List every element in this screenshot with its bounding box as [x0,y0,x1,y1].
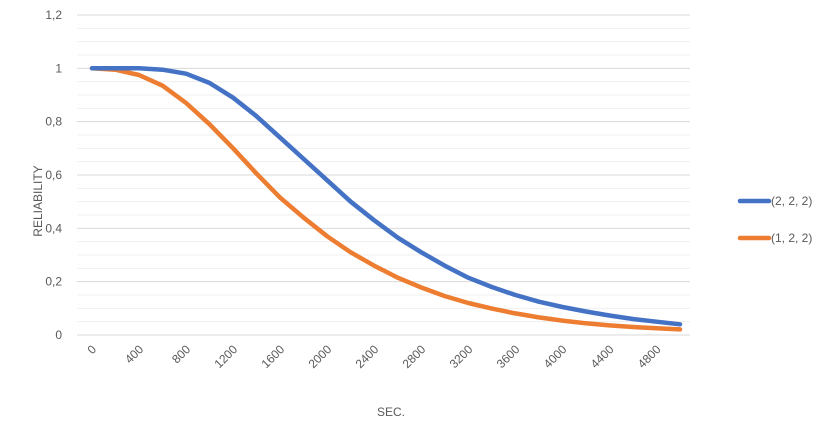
x-tick-label: 800 [169,342,193,366]
x-tick-label: 3200 [447,342,476,371]
x-tick-label: 1200 [211,342,240,371]
x-axis-ticks: 0 400 800 1200 1600 2000 2400 2800 3200 3600 4000 4… [84,342,663,371]
legend: (2, 2, 2) (1, 2, 2) [737,194,812,245]
x-axis-label: SEC. [377,405,405,419]
series-line-2 [89,66,683,332]
x-tick-label: 2800 [400,342,429,371]
x-tick-label: 0 [84,342,99,357]
y-tick-label: 1,2 [45,8,62,22]
legend-label: (1, 2, 2) [771,231,812,245]
x-tick-label: 4800 [635,342,664,371]
y-axis-label: RELIABILITY [31,165,45,236]
series-lines [89,66,683,332]
y-axis-ticks: 0 0,2 0,4 0,6 0,8 1 1,2 [45,8,62,342]
x-tick-label: 2000 [306,342,335,371]
y-tick-label: 0,8 [45,115,62,129]
y-tick-label: 0 [55,328,62,342]
y-tick-label: 1 [55,61,62,75]
legend-label: (2, 2, 2) [771,194,812,208]
x-tick-label: 3600 [494,342,523,371]
x-tick-label: 2400 [353,342,382,371]
y-tick-label: 0,4 [45,221,62,235]
gridlines [77,14,690,336]
y-tick-label: 0,2 [45,275,62,289]
series-line-1 [89,66,683,327]
x-tick-label: 400 [122,342,146,366]
x-tick-label: 4000 [541,342,570,371]
y-tick-label: 0,6 [45,168,62,182]
x-tick-label: 4400 [588,342,617,371]
x-tick-label: 1600 [258,342,287,371]
